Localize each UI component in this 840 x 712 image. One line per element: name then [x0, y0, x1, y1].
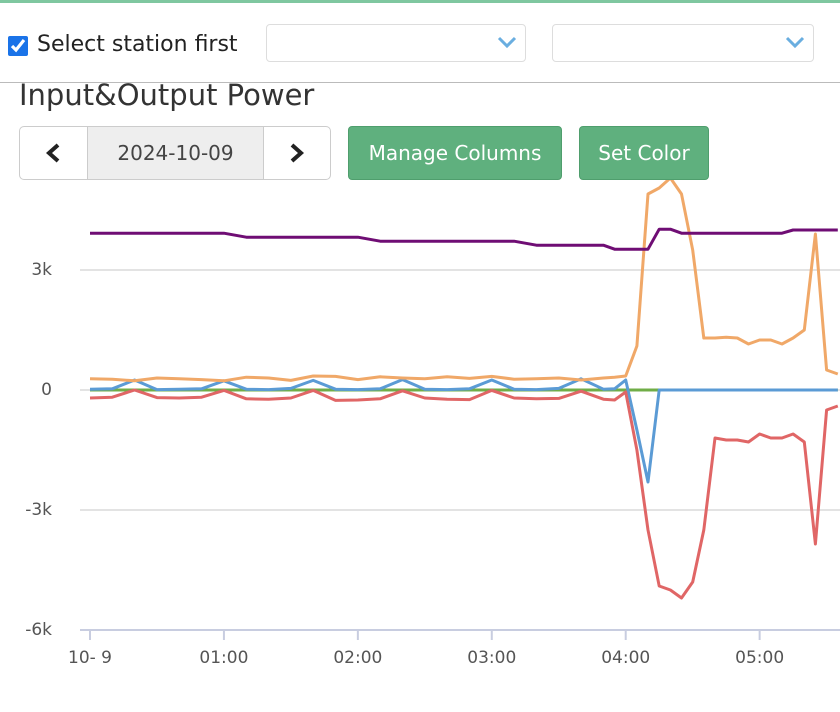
x-tick-label: 04:00 — [601, 648, 650, 668]
series-line — [90, 227, 838, 251]
prev-button[interactable] — [44, 143, 62, 163]
x-tick-label: 10- 9 — [68, 648, 112, 668]
x-tick-label: 02:00 — [333, 648, 382, 668]
y-tick-label: -3k — [25, 500, 52, 520]
separator — [0, 82, 840, 83]
checkbox-label: Select station first — [37, 32, 238, 57]
section-title: Input&Output Power — [19, 78, 315, 112]
chevron — [785, 36, 805, 49]
chevron — [497, 36, 517, 49]
x-tick-label: 05:00 — [735, 648, 784, 668]
series-line — [89, 388, 839, 600]
series-line — [89, 176, 839, 383]
top-bar — [0, 0, 840, 3]
y-tick-label: 0 — [41, 380, 52, 400]
next-button[interactable] — [288, 143, 306, 163]
set-color-button[interactable]: Set Color — [579, 126, 709, 180]
x-tick-label: 03:00 — [467, 648, 516, 668]
x-tick-label: 01:00 — [199, 648, 248, 668]
y-tick-label: -6k — [25, 620, 52, 640]
station-select[interactable] — [266, 24, 526, 62]
station-checkbox[interactable] — [8, 36, 28, 56]
y-tick-label: 3k — [31, 260, 52, 280]
series-line — [89, 377, 838, 484]
device-select[interactable] — [552, 24, 814, 62]
date-picker: 2024-10-09 — [19, 126, 331, 180]
date-field[interactable]: 2024-10-09 — [87, 127, 264, 179]
manage-columns-button[interactable]: Manage Columns — [348, 126, 562, 180]
